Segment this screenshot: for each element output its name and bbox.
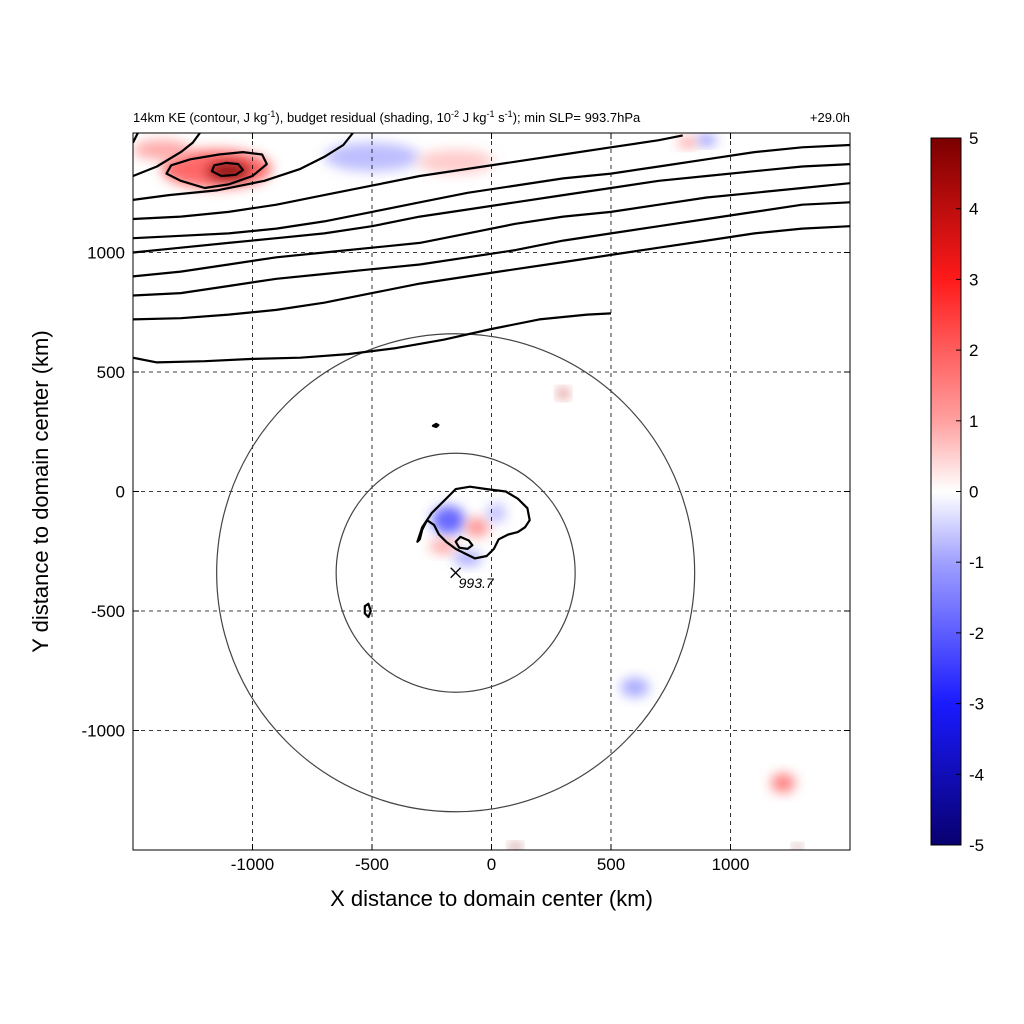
- shading-blob: [558, 389, 568, 398]
- ke-contours: [133, 133, 850, 619]
- ke-contour-line: [133, 312, 612, 364]
- colorbar: 5 4 3 2 1 0 -1 -2 -3 -4 -5: [930, 129, 984, 855]
- range-ring: [216, 333, 696, 813]
- x-tick-label: -1000: [231, 855, 274, 874]
- shading-blob: [429, 539, 459, 554]
- ke-contour-line: [133, 133, 139, 144]
- ke-contour-line: [133, 225, 850, 321]
- chart-title: 14km KE (contour, J kg-1), budget residu…: [133, 109, 641, 125]
- colorbar-tick-label: 1: [969, 412, 978, 431]
- y-tick-label: 1000: [87, 244, 125, 263]
- x-tick-label: 1000: [712, 855, 750, 874]
- colorbar-tick-label: 5: [969, 129, 978, 148]
- shading-blob: [793, 844, 802, 850]
- colorbar-tick-label: -3: [969, 695, 984, 714]
- shading-blob: [677, 137, 698, 148]
- y-tick-label: 500: [97, 363, 125, 382]
- ke-closed-contour: [416, 485, 531, 560]
- x-axis-title: X distance to domain center (km): [330, 886, 653, 911]
- range-ring: [335, 452, 576, 693]
- ke-closed-contour: [210, 161, 244, 178]
- shading-blob: [486, 503, 506, 523]
- shading-blob: [697, 135, 717, 145]
- shading-blob: [620, 677, 650, 698]
- ke-contour-line: [133, 143, 850, 240]
- plot-area: 993.7 -1000 -500 0 500 1000 -1000 -500 0 500 100…: [82, 132, 851, 874]
- colorbar-tick-label: -1: [969, 553, 984, 572]
- shading-blob: [453, 551, 482, 566]
- ke-closed-contour: [363, 602, 372, 619]
- ke-contour-line: [133, 133, 354, 201]
- colorbar-tick-label: -5: [969, 836, 984, 855]
- x-tick-label: -500: [355, 855, 389, 874]
- shading-blob: [133, 140, 191, 160]
- colorbar-tick-label: -2: [969, 624, 984, 643]
- x-tick-label: 0: [487, 855, 496, 874]
- colorbar-tick-label: -4: [969, 765, 984, 784]
- y-tick-label: -1000: [82, 722, 125, 741]
- colorbar-tick-label: 2: [969, 341, 978, 360]
- y-axis-title: Y distance to domain center (km): [28, 330, 53, 652]
- shading-blob: [465, 517, 490, 537]
- shading-blob: [324, 142, 420, 172]
- x-tick-label: 500: [597, 855, 625, 874]
- ke-contour-line: [133, 163, 850, 254]
- colorbar-tick-label: 4: [969, 200, 978, 219]
- x-axis-ticks: -1000 -500 0 500 1000: [231, 133, 750, 874]
- y-axis-ticks: -1000 -500 0 500 1000: [82, 244, 850, 741]
- colorbar-tick-label: 0: [969, 483, 978, 502]
- ke-closed-contour: [431, 422, 440, 429]
- ke-closed-contour: [454, 535, 474, 550]
- colorbar-tick-label: 3: [969, 270, 978, 289]
- y-tick-label: -500: [91, 602, 125, 621]
- ke-contour-line: [133, 133, 201, 178]
- ke-contour-line: [133, 134, 683, 221]
- colorbar-ticks: 5 4 3 2 1 0 -1 -2 -3 -4 -5: [956, 129, 984, 855]
- shading-blob: [510, 844, 521, 850]
- storm-center-x-stroke: [450, 567, 462, 579]
- storm-center-label: 993.7: [459, 575, 495, 591]
- ke-contour-line: [133, 201, 850, 297]
- storm-center-marker: 993.7: [450, 567, 495, 591]
- range-rings: [216, 333, 696, 813]
- shading-blob: [771, 773, 796, 793]
- y-tick-label: 0: [116, 483, 125, 502]
- ke-contour-line: [133, 182, 850, 278]
- ke-closed-contour: [165, 151, 268, 190]
- shading-blob: [431, 505, 466, 535]
- chart-time-label: +29.0h: [810, 110, 850, 125]
